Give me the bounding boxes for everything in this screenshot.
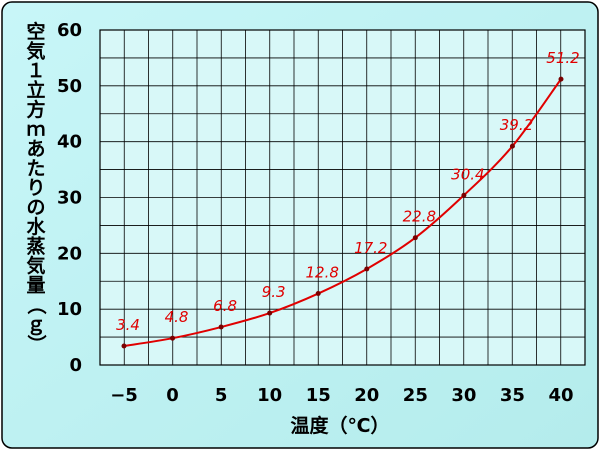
data-point bbox=[267, 310, 273, 316]
x-tick-label: 25 bbox=[403, 385, 428, 406]
data-label: 4.8 bbox=[165, 308, 189, 326]
data-point bbox=[558, 76, 564, 82]
y-axis-title-char: ｍ bbox=[26, 119, 45, 141]
y-axis-title-char: の bbox=[26, 197, 45, 219]
y-axis-title-char: り bbox=[26, 177, 45, 199]
y-axis-title-char: （ bbox=[25, 295, 48, 314]
data-point bbox=[509, 143, 515, 149]
data-label: 22.8 bbox=[403, 208, 436, 226]
data-label: 6.8 bbox=[213, 297, 237, 315]
y-axis-title-char: 方 bbox=[26, 98, 45, 121]
y-axis-title-char: 量 bbox=[26, 275, 45, 297]
y-axis-title-char: た bbox=[26, 158, 45, 180]
y-axis-title-char: あ bbox=[26, 138, 45, 160]
x-tick-label: 30 bbox=[451, 385, 476, 406]
y-tick-label: 30 bbox=[57, 188, 82, 209]
x-tick-label: 40 bbox=[548, 385, 573, 406]
x-tick-label: 20 bbox=[354, 385, 379, 406]
data-point bbox=[461, 192, 467, 198]
data-points bbox=[121, 76, 564, 349]
y-axis-title-char: 気 bbox=[26, 254, 45, 277]
y-axis-title-char: １ bbox=[26, 60, 45, 82]
y-axis-title-char: 水 bbox=[26, 216, 46, 238]
data-point bbox=[218, 324, 224, 330]
y-tick-label: 20 bbox=[57, 243, 82, 264]
data-point bbox=[121, 343, 127, 349]
y-axis-ticks: 0 10 20 30 40 50 60 bbox=[57, 20, 82, 376]
x-axis-title: 温度（℃） bbox=[290, 414, 389, 437]
data-label: 3.4 bbox=[116, 316, 140, 334]
data-label: 17.2 bbox=[354, 239, 387, 257]
data-point bbox=[412, 235, 418, 241]
y-axis-title-char: 立 bbox=[26, 79, 45, 102]
x-tick-label: 10 bbox=[257, 385, 282, 406]
x-tick-label: 5 bbox=[215, 385, 228, 406]
data-point bbox=[170, 335, 176, 341]
y-tick-label: 10 bbox=[57, 299, 82, 320]
data-labels: 3.4 4.8 6.8 9.3 12.8 17.2 22.8 30.4 39.2 51.2 bbox=[116, 49, 580, 334]
x-tick-label: 15 bbox=[306, 385, 331, 406]
data-point bbox=[364, 266, 370, 272]
data-point bbox=[315, 291, 321, 297]
y-tick-label: 60 bbox=[57, 20, 82, 41]
y-axis-title-char: ｇ bbox=[26, 314, 45, 337]
y-tick-label: 50 bbox=[57, 76, 82, 97]
y-axis-title-char: 蒸 bbox=[26, 235, 45, 258]
y-axis-title-char: 空 bbox=[26, 20, 45, 43]
y-axis-title-char: 気 bbox=[26, 40, 45, 63]
y-tick-label: 0 bbox=[69, 355, 82, 376]
y-axis-title-char: ） bbox=[25, 334, 48, 353]
series-line bbox=[123, 78, 562, 348]
y-tick-label: 40 bbox=[57, 132, 82, 153]
data-label: 51.2 bbox=[546, 49, 579, 67]
x-tick-label: 0 bbox=[166, 385, 179, 406]
data-label: 9.3 bbox=[262, 283, 286, 301]
x-tick-label: 35 bbox=[500, 385, 525, 406]
data-label: 39.2 bbox=[500, 116, 533, 134]
x-tick-label: −5 bbox=[110, 385, 138, 406]
x-axis-ticks: −5 0 5 10 15 20 25 30 35 40 bbox=[110, 385, 573, 406]
data-label: 30.4 bbox=[451, 165, 484, 183]
data-label: 12.8 bbox=[306, 264, 339, 282]
